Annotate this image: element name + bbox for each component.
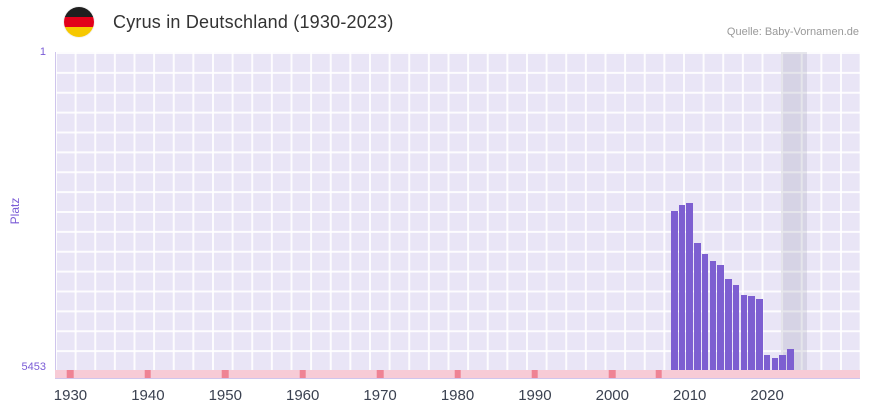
x-tick-1970: 1970 [363,387,397,404]
flag-stripe-red [64,17,94,27]
no-data-mark-2006 [655,370,663,378]
y-tick-top: 1 [39,46,46,58]
x-tick-1960: 1960 [286,387,320,404]
bar-2008[interactable] [670,210,678,370]
bar-2013[interactable] [709,261,717,370]
bar-2012[interactable] [701,254,709,370]
plot-area [55,52,860,370]
y-axis-title: Platz [8,197,22,225]
x-tick-2000: 2000 [595,387,629,404]
x-axis: 1930 1940 1950 1960 1970 1980 1990 2000 2010 2020 [53,387,860,407]
x-tick-2020: 2020 [750,387,784,404]
bar-2019[interactable] [756,298,763,370]
chart-title: Cyrus in Deutschland (1930-2023) [113,12,394,32]
bar-2022[interactable] [779,355,786,370]
bar-2014[interactable] [717,265,724,370]
no-data-mark-1950 [221,370,229,378]
x-tick-1930: 1930 [53,387,88,404]
german-flag-icon [64,7,94,37]
no-data-mark-1990 [531,370,539,378]
source-credit: Quelle: Baby-Vornamen.de [726,26,859,38]
x-tick-2010: 2010 [673,387,707,404]
bar-2009[interactable] [678,204,686,370]
flag-stripe-black [64,7,94,17]
bar-2015[interactable] [725,279,732,370]
bar-2020[interactable] [763,354,771,370]
bar-2023[interactable] [787,348,794,370]
no-data-mark-1980 [454,370,461,378]
bar-2021[interactable] [771,357,779,370]
x-tick-1980: 1980 [440,387,475,404]
no-data-mark-1970 [376,370,384,378]
x-tick-1990: 1990 [518,387,552,404]
flag-stripe-gold [64,27,94,37]
recent-years-highlight-band [781,52,808,370]
x-axis-line [55,378,860,379]
x-tick-1950: 1950 [208,387,242,404]
bar-2016[interactable] [732,284,740,370]
y-axis-line [55,52,56,379]
bar-2018[interactable] [748,295,755,370]
no-data-mark-1930 [67,370,74,378]
no-data-mark-2000 [609,370,616,378]
y-tick-bottom: 5453 [21,361,46,373]
no-data-mark-1960 [299,370,306,378]
baseline-strip [55,370,860,378]
bar-2011[interactable] [694,243,701,370]
bar-2010[interactable] [686,203,693,370]
no-data-mark-1940 [144,370,152,378]
x-tick-1940: 1940 [131,387,165,404]
bar-2017[interactable] [740,294,748,370]
